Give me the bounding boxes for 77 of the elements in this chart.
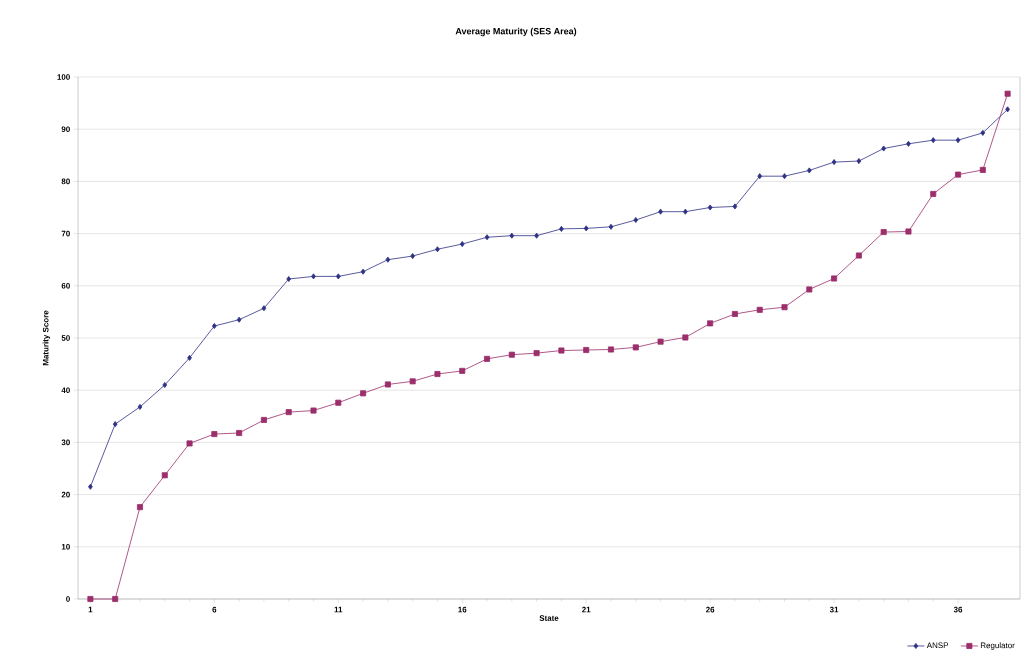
point [856, 158, 862, 165]
point [683, 208, 688, 215]
point [707, 320, 714, 327]
point [732, 203, 738, 210]
point [260, 416, 267, 423]
point [533, 350, 540, 357]
point [955, 171, 962, 178]
point [137, 403, 143, 410]
point [212, 323, 217, 329]
point [558, 347, 565, 354]
point [112, 596, 119, 602]
point [831, 159, 837, 166]
point [906, 140, 911, 147]
point [979, 166, 986, 173]
point [161, 472, 168, 479]
point [236, 430, 243, 436]
point [980, 129, 986, 136]
point [1004, 90, 1011, 97]
point [756, 306, 763, 313]
point [285, 409, 292, 416]
point [484, 234, 490, 241]
point [806, 167, 812, 174]
point [930, 190, 937, 197]
point [508, 351, 515, 358]
point [385, 256, 391, 263]
point [434, 371, 441, 378]
point [559, 225, 564, 232]
point [509, 232, 515, 239]
point [583, 225, 589, 232]
point [806, 286, 813, 293]
point [583, 347, 590, 353]
point [410, 253, 416, 260]
point [930, 137, 936, 144]
point [310, 407, 317, 414]
point [682, 334, 689, 341]
point [881, 145, 887, 152]
point [781, 304, 788, 311]
point [459, 241, 465, 248]
point [335, 273, 341, 280]
point [657, 338, 664, 345]
point [955, 137, 961, 144]
point [459, 367, 466, 374]
point [608, 223, 614, 230]
point [855, 252, 862, 259]
point [384, 381, 391, 388]
point [87, 596, 94, 602]
point [484, 355, 491, 362]
point [261, 305, 267, 312]
point [632, 344, 639, 351]
point [187, 354, 192, 361]
point [658, 208, 663, 215]
point [409, 378, 416, 385]
point [435, 246, 440, 253]
point [731, 310, 738, 317]
point [186, 440, 193, 447]
point [905, 228, 912, 235]
point [534, 232, 539, 239]
point [236, 316, 242, 323]
point [607, 346, 614, 353]
point [707, 204, 713, 211]
point [360, 390, 367, 397]
point [360, 268, 366, 275]
point [880, 229, 887, 236]
point [136, 504, 143, 511]
point [633, 217, 639, 224]
point [286, 276, 292, 282]
point [311, 273, 316, 280]
point [1005, 106, 1010, 113]
point [831, 275, 838, 282]
point [757, 173, 763, 180]
chart-title: Average Maturity (SES Area) [455, 27, 577, 37]
point [211, 431, 218, 438]
point [112, 421, 118, 428]
point [335, 399, 342, 406]
point [88, 483, 93, 490]
point [162, 381, 168, 388]
point [782, 173, 787, 180]
